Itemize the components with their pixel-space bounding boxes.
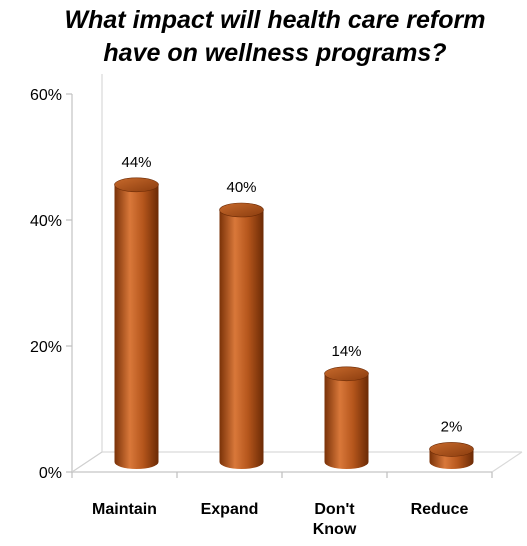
- y-tick-label: 20%: [30, 339, 62, 356]
- bar-top: [324, 366, 369, 382]
- bar-reduce: [429, 442, 474, 469]
- bar-don-t-know: [324, 366, 369, 469]
- chart-title: What impact will health care reform have…: [64, 6, 486, 67]
- y-tick-label: 40%: [30, 213, 62, 230]
- data-label: 44%: [121, 154, 151, 171]
- bar-top: [114, 177, 159, 193]
- bar-expand: [219, 202, 264, 469]
- floor-left-edge: [71, 451, 103, 473]
- bar-body: [114, 184, 159, 470]
- category-label: Don't: [314, 501, 355, 518]
- bar-top: [219, 202, 264, 218]
- bar-body: [324, 373, 369, 469]
- category-label: Maintain: [92, 501, 157, 518]
- category-label: Reduce: [411, 501, 469, 518]
- bar-top: [429, 442, 474, 457]
- bar-maintain: [114, 177, 159, 470]
- y-tick-label: 0%: [39, 465, 62, 482]
- category-label: Know: [313, 521, 357, 538]
- data-label: 40%: [226, 179, 256, 196]
- floor-right-edge: [491, 451, 523, 473]
- category-label: Expand: [201, 501, 259, 518]
- labels: 0% 20% 40% 60% 44% Maintain 40% Expand 14% Don't K…: [30, 87, 469, 538]
- bar-body: [219, 210, 264, 469]
- bars: [114, 177, 474, 470]
- data-label: 2%: [441, 418, 463, 435]
- data-label: 14%: [331, 343, 361, 360]
- y-tick-label: 60%: [30, 87, 62, 104]
